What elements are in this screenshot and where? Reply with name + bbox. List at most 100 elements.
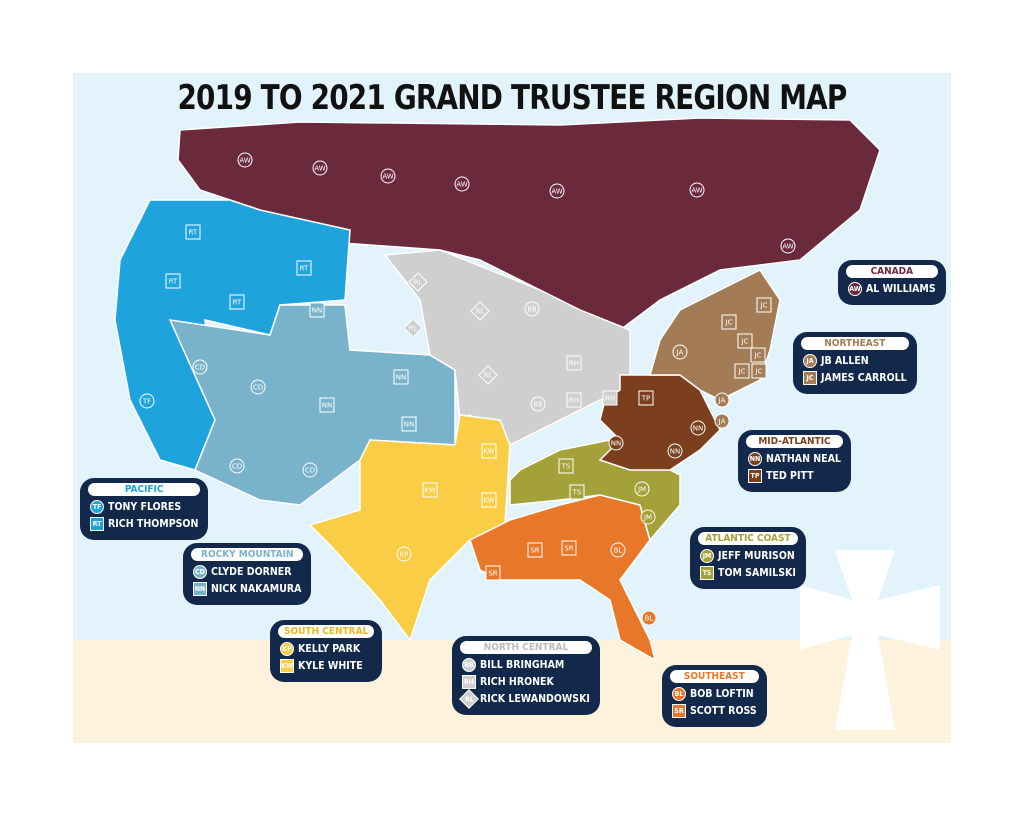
cross-emblem	[800, 550, 940, 730]
legend-pacific: PACIFIC TF TONY FLORES RT RICH THOMPSON	[80, 478, 209, 540]
svg-text:AW: AW	[782, 243, 793, 251]
legend-entry: NN NATHAN NEAL	[748, 452, 841, 466]
svg-text:AW: AW	[456, 181, 467, 189]
marker-jc: JC	[737, 333, 753, 349]
marker-aw: AW	[549, 183, 565, 199]
marker-aw: AW	[454, 176, 470, 192]
legend-entry: CD CLYDE DORNER	[193, 565, 301, 579]
marker-cd: CD	[192, 359, 208, 375]
marker-aw: AW	[237, 152, 253, 168]
trustee-name: RICK LEWANDOWSKI	[480, 693, 590, 705]
marker-nn: NN	[690, 420, 706, 436]
marker-kp: KP	[396, 546, 412, 562]
circle-marker-icon: BB	[462, 658, 476, 672]
svg-text:NN: NN	[693, 425, 703, 433]
trustee-name: JEFF MURISON	[718, 550, 795, 562]
svg-text:RT: RT	[169, 278, 178, 286]
svg-text:JC: JC	[754, 352, 762, 360]
circle-marker-icon: NN	[748, 452, 762, 466]
legend-entry: TF TONY FLORES	[90, 500, 198, 514]
legend-northeast: NORTHEAST JA JB ALLEN JC JAMES CARROLL	[793, 332, 917, 394]
svg-text:AW: AW	[314, 165, 325, 173]
marker-rt: RT	[185, 224, 201, 240]
marker-aw: AW	[780, 238, 796, 254]
svg-text:KP: KP	[400, 551, 409, 559]
svg-text:RL: RL	[414, 279, 423, 287]
circle-marker-icon: CD	[193, 565, 207, 579]
svg-text:JC: JC	[725, 319, 733, 327]
svg-text:NN: NN	[670, 448, 680, 456]
svg-text:TS: TS	[572, 489, 582, 497]
svg-text:SR: SR	[564, 545, 573, 553]
legend-mid-atlantic: MID-ATLANTIC NN NATHAN NEAL TP TED PITT	[738, 430, 851, 492]
trustee-name: TOM SAMILSKI	[718, 567, 796, 579]
svg-text:JC: JC	[760, 302, 768, 310]
marker-bb: BB	[530, 396, 546, 412]
marker-cd: CD	[302, 462, 318, 478]
marker-nn: NN	[401, 416, 417, 432]
marker-rh: RH	[566, 392, 582, 408]
trustee-name: TED PITT	[766, 470, 814, 482]
legend-title: SOUTH CENTRAL	[278, 625, 375, 638]
svg-text:NN: NN	[322, 402, 332, 410]
legend-entry: TS TOM SAMILSKI	[700, 566, 796, 580]
legend-entry: RT RICH THOMPSON	[90, 517, 198, 531]
svg-text:AW: AW	[691, 187, 702, 195]
svg-text:AW: AW	[382, 173, 393, 181]
square-marker-icon: KW	[280, 659, 294, 673]
svg-text:JA: JA	[676, 349, 684, 357]
legend-entry: BL BOB LOFTIN	[672, 687, 757, 701]
square-marker-icon: JC	[803, 371, 817, 385]
svg-text:KW: KW	[424, 487, 435, 495]
marker-bl: BL	[641, 610, 657, 626]
legend-entry: TP TED PITT	[748, 469, 841, 483]
trustee-name: RICH HRONEK	[480, 676, 554, 688]
svg-text:KW: KW	[483, 448, 494, 456]
marker-kw: KW	[422, 482, 438, 498]
svg-text:RT: RT	[189, 229, 198, 237]
legend-entry: SR SCOTT ROSS	[672, 704, 757, 718]
square-marker-icon: RT	[90, 517, 104, 531]
svg-text:RH: RH	[569, 360, 579, 368]
square-marker-icon: SR	[672, 704, 686, 718]
marker-jc: JC	[750, 347, 766, 363]
legend-entry: KP KELLY PARK	[280, 642, 372, 656]
trustee-name: KYLE WHITE	[298, 660, 363, 672]
svg-text:JC: JC	[738, 368, 746, 376]
marker-jc: JC	[721, 314, 737, 330]
marker-nn: NN	[309, 302, 325, 318]
svg-text:RH: RH	[569, 397, 579, 405]
legend-title: CANADA	[846, 265, 938, 278]
marker-tp: TP	[638, 390, 654, 406]
marker-rl: RL	[478, 365, 498, 385]
svg-text:NN: NN	[312, 307, 322, 315]
circle-marker-icon: JM	[700, 549, 714, 563]
legend-entry: KW KYLE WHITE	[280, 659, 372, 673]
legend-entry: RL RICK LEWANDOWSKI	[459, 689, 590, 709]
marker-rt: RT	[229, 294, 245, 310]
region-southeast	[469, 494, 657, 662]
legend-north-central: NORTH CENTRAL BB BILL BRINGHAM RH RICH HRONE…	[452, 636, 600, 715]
marker-kw: KW	[481, 492, 497, 508]
trustee-name: RICH THOMPSON	[108, 518, 199, 530]
trustee-name: JB ALLEN	[821, 355, 869, 367]
svg-text:NN: NN	[404, 421, 414, 429]
legend-title: ATLANTIC COAST	[698, 532, 798, 545]
legend-entry: NN NICK NAKAMURA	[193, 582, 301, 596]
marker-ja: JA	[672, 344, 688, 360]
circle-marker-icon: JA	[803, 354, 817, 368]
svg-text:AW: AW	[239, 157, 250, 165]
svg-text:JM: JM	[643, 514, 652, 522]
marker-jc: JC	[734, 363, 750, 379]
legend-atlantic-coast: ATLANTIC COAST JM JEFF MURISON TS TOM SAMILS…	[690, 527, 806, 589]
svg-text:TS: TS	[561, 463, 571, 471]
marker-sr: SR	[527, 542, 543, 558]
marker-aw: AW	[380, 168, 396, 184]
marker-rl: RL	[403, 318, 423, 338]
svg-text:NN: NN	[611, 440, 621, 448]
legend-title: MID-ATLANTIC	[746, 435, 843, 448]
trustee-name: JAMES CARROLL	[821, 372, 907, 384]
legend-entry: JM JEFF MURISON	[700, 549, 796, 563]
legend-south-central: SOUTH CENTRAL KP KELLY PARK KW KYLE WHITE	[270, 620, 383, 682]
